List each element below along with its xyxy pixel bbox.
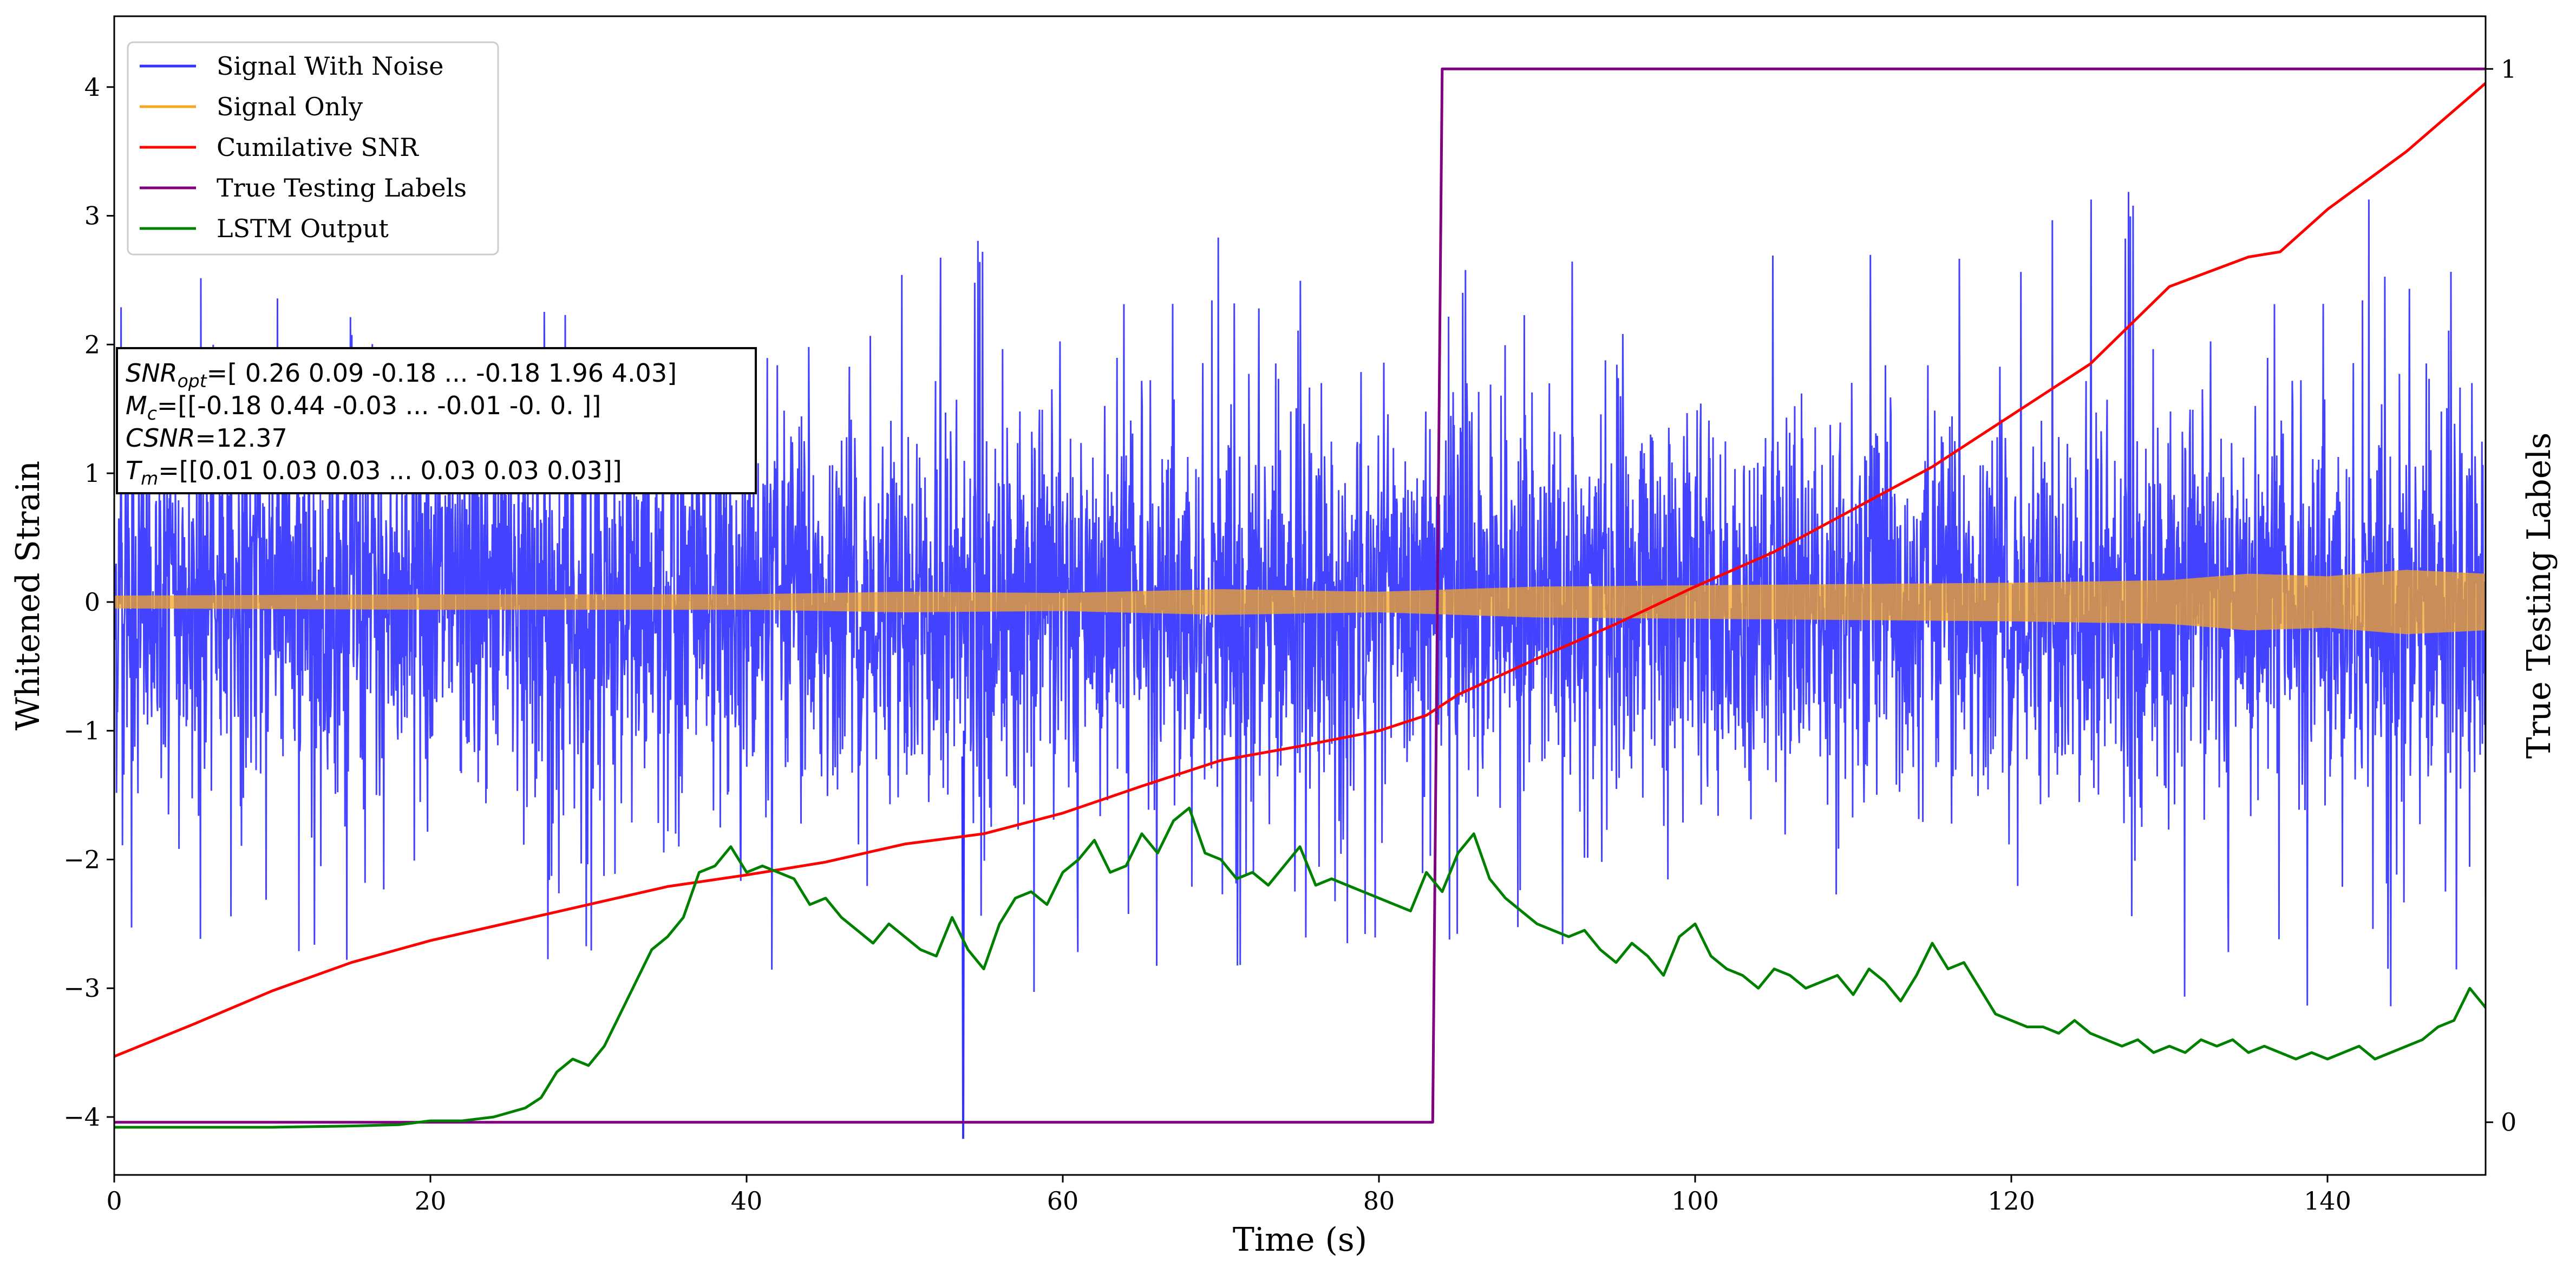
- x-axis-ticks: 0 20 40 60 80 100 120 140: [106, 1175, 2351, 1216]
- series-lines-layer: [114, 67, 2486, 1129]
- y2-tick-label: 1: [2501, 54, 2516, 83]
- y2-tick-label: 0: [2501, 1108, 2516, 1137]
- x-tick-label: 140: [2304, 1186, 2351, 1216]
- info-line: Mc=[[-0.18 0.44 -0.03 ... -0.01 -0. 0. ]…: [126, 391, 601, 424]
- y-tick-label: −4: [63, 1102, 100, 1132]
- legend-label-signal-with-noise: Signal With Noise: [217, 51, 443, 81]
- y-axis-label: Whitened Strain: [9, 461, 47, 730]
- y-tick-label: 4: [84, 73, 100, 102]
- x-tick-label: 20: [415, 1186, 447, 1216]
- plot-area: [114, 67, 2486, 1139]
- y-tick-label: 0: [84, 587, 100, 617]
- y2-axis-ticks: 01: [2486, 54, 2516, 1137]
- x-tick-label: 80: [1363, 1186, 1395, 1216]
- y-tick-label: 2: [84, 330, 100, 359]
- x-axis-label: Time (s): [1233, 1221, 1367, 1259]
- legend: Signal With Noise Signal Only Cumilative S…: [127, 41, 499, 256]
- y-tick-label: −2: [63, 845, 100, 874]
- y-tick-label: 1: [84, 459, 100, 488]
- x-tick-label: 100: [1671, 1186, 1719, 1216]
- signal-with-noise-line: [114, 192, 2486, 1007]
- legend-label-cumilative-snr: Cumilative SNR: [217, 133, 419, 162]
- legend-label-signal-only: Signal Only: [217, 92, 363, 121]
- y-tick-label: −3: [63, 974, 100, 1003]
- legend-box: [127, 41, 499, 256]
- y-axis-ticks: −4 −3 −2 −1 0 1 2 3 4: [63, 73, 114, 1132]
- y-tick-label: −1: [63, 716, 100, 746]
- signal-with-noise-layer: [114, 192, 2486, 1139]
- y2-axis-label: True Testing Labels: [2520, 433, 2558, 759]
- cumilative-snr-line: [114, 82, 2486, 1058]
- legend-label-true-testing-labels: True Testing Labels: [217, 173, 467, 202]
- info-box: [116, 347, 757, 494]
- signal-only-line: [114, 570, 2486, 635]
- x-tick-label: 0: [106, 1186, 122, 1216]
- info-line: CSNR=12.37: [126, 423, 287, 453]
- legend-label-lstm-output: LSTM Output: [217, 214, 389, 243]
- true-testing-labels-line: [114, 67, 2486, 1124]
- y-tick-label: 3: [84, 201, 100, 231]
- signal-with-noise-min-spike: [961, 730, 965, 1139]
- plot-frame: [113, 15, 2487, 1176]
- x-tick-label: 120: [1987, 1186, 2035, 1216]
- info-line: Tm=[[0.01 0.03 0.03 ... 0.03 0.03 0.03]]: [126, 456, 622, 489]
- x-tick-label: 40: [731, 1186, 763, 1216]
- lstm-output-line: [114, 806, 2486, 1129]
- x-tick-label: 60: [1047, 1186, 1079, 1216]
- info-annotation: SNRopt=[ 0.26 0.09 -0.18 ... -0.18 1.96 …: [116, 347, 757, 494]
- signal-only-layer: [114, 570, 2486, 635]
- info-line: SNRopt=[ 0.26 0.09 -0.18 ... -0.18 1.96 …: [126, 358, 677, 391]
